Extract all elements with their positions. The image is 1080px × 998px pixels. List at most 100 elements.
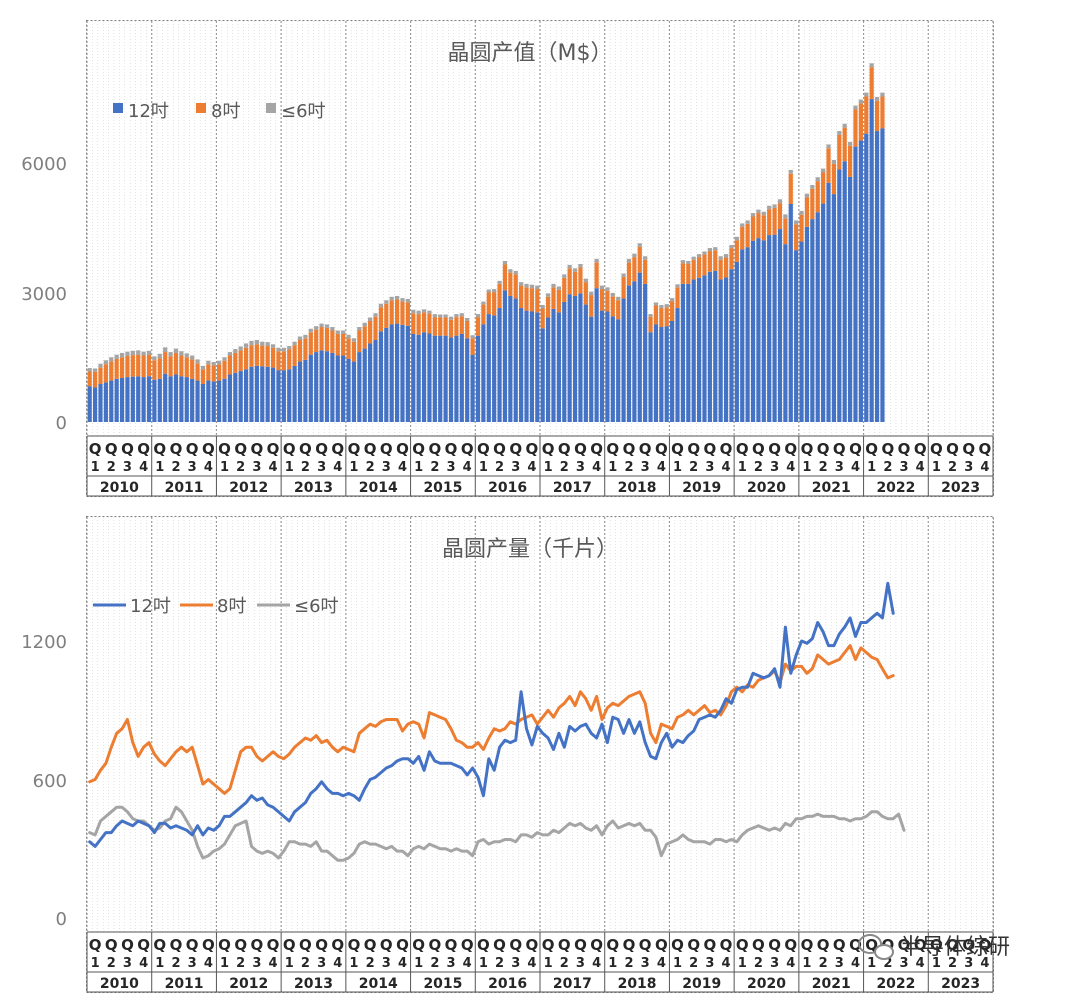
bar-6inch [130,350,135,356]
quarter-tick-number: 3 [899,956,908,971]
quarter-tick-number: 4 [333,956,342,971]
year-label: 2016 [488,976,527,992]
year-label: 2017 [553,976,592,992]
quarter-tick-letter: Q [428,936,441,954]
quarter-tick-number: 4 [851,956,860,971]
bar-12inch [146,376,152,422]
bar-12inch [513,298,518,422]
legend-label-8: 8吋 [217,596,246,617]
quarter-tick-number: 1 [479,956,488,971]
chart2-month-gridlines [86,517,994,932]
quarter-tick-number: 2 [430,956,439,971]
quarter-tick-number: 4 [527,460,536,475]
bar-12inch [874,131,880,422]
quarter-tick-number: 1 [932,460,941,475]
bar-6inch [346,334,351,339]
legend-swatch-12 [113,103,123,113]
bar-12inch [794,250,799,422]
bar-8inch [734,240,739,262]
quarter-tick-letter: Q [218,936,231,954]
bar-12inch [831,194,837,422]
quarter-tick-letter: Q [380,440,393,458]
bar-12inch [599,310,605,422]
quarter-tick-number: 1 [414,460,423,475]
quarter-tick-number: 3 [511,956,520,971]
bar-8inch [659,308,664,328]
legend-label-6: ≤6吋 [281,101,326,122]
bar-6inch [136,350,141,355]
bar-6inch [842,123,847,128]
bar-8inch [799,214,804,242]
chart2-title: 晶圆产量（千片） [442,537,618,562]
bar-8inch [195,363,200,381]
bar-12inch [686,283,691,422]
quarter-tick-letter: Q [962,936,975,954]
bar-8inch [535,289,540,313]
quarter-tick-letter: Q [186,936,199,954]
bar-8inch [772,207,777,235]
bar-12inch [249,366,254,422]
bar-8inch [448,319,454,338]
bar-12inch [465,338,470,422]
chart1-legend: 12吋 8吋 ≤6吋 [113,101,326,122]
bar-6inch [572,268,578,272]
bar-8inch [443,317,448,336]
quarter-tick-letter: Q [542,440,555,458]
quarter-tick-number: 3 [964,460,973,475]
bar-8inch [109,361,114,381]
bar-8inch [794,224,799,251]
quarter-tick-letter: Q [898,440,911,458]
bar-8inch [179,355,184,377]
bar-6inch [195,359,200,364]
quarter-tick-number: 4 [980,956,989,971]
quarter-tick-number: 4 [527,956,536,971]
bar-6inch [465,317,470,321]
bar-6inch [653,302,659,306]
bar-8inch [303,338,308,360]
bar-12inch [837,169,842,422]
quarter-tick-number: 4 [592,956,601,971]
bar-8inch [578,267,583,294]
bar-8inch [260,345,265,367]
bar-8inch [378,307,384,332]
bar-12inch [351,361,357,422]
bar-8inch [465,320,470,339]
bar-6inch [368,317,373,321]
quarter-tick-letter: Q [801,440,814,458]
quarter-tick-number: 1 [738,956,747,971]
bar-12inch [103,382,108,422]
quarter-tick-number: 2 [560,956,569,971]
quarter-tick-letter: Q [574,936,587,954]
bar-6inch [141,351,146,356]
chart2-x-axis: Q1Q2Q3Q42010Q1Q2Q3Q42011Q1Q2Q3Q42012Q1Q2… [86,931,994,993]
bar-6inch [152,356,157,361]
bar-6inch [513,270,518,275]
bar-12inch [783,244,788,422]
bar-6inch [270,344,276,348]
bar-12inch [756,238,761,422]
quarter-tick-number: 2 [301,460,310,475]
quarter-tick-letter: Q [121,440,134,458]
bar-12inch [297,361,303,422]
bar-12inch [454,335,459,422]
bar-6inch [761,211,766,216]
bar-8inch [513,274,518,299]
bar-6inch [98,363,103,368]
bar-12inch [497,308,502,422]
quarter-tick-letter: Q [267,936,280,954]
bar-12inch [583,304,588,422]
bar-8inch [643,259,648,284]
bar-8inch [357,330,362,353]
bar-6inch [772,204,777,208]
bar-8inch [616,300,621,320]
year-label: 2015 [423,976,462,992]
quarter-tick-letter: Q [493,936,506,954]
bar-8inch [567,268,572,295]
bar-6inch [643,256,648,260]
bar-12inch [772,234,777,422]
bar-8inch [163,352,168,374]
bar-12inch [702,275,707,422]
quarter-tick-letter: Q [542,936,555,954]
bar-8inch [222,360,227,379]
bar-6inch [864,92,869,97]
